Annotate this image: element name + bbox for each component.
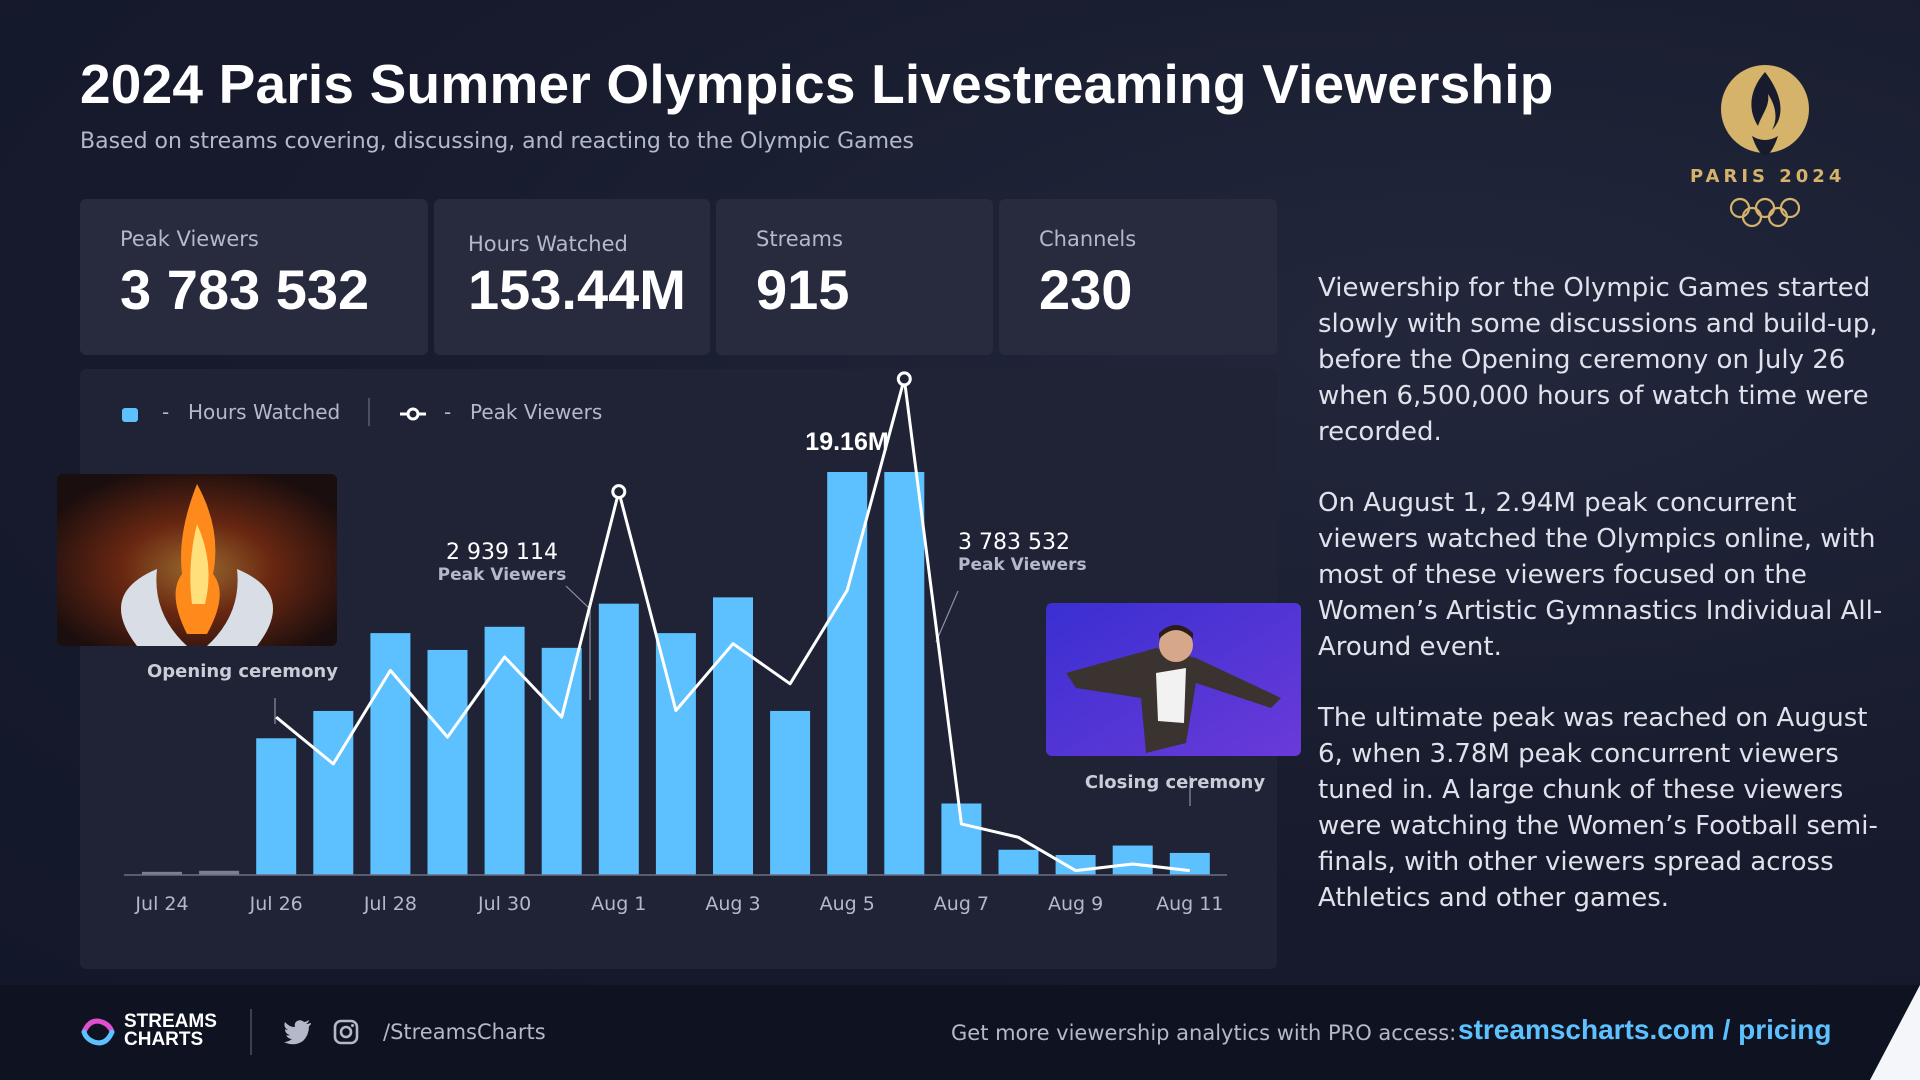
opening-ceremony-photo bbox=[57, 474, 337, 646]
peak-point-aug-6 bbox=[896, 371, 912, 387]
bar-aug-1 bbox=[598, 603, 639, 875]
logo-wordmark: PARIS 2024 bbox=[1690, 166, 1846, 187]
bar-jul-30 bbox=[484, 626, 525, 875]
x-tick-label: Jul 28 bbox=[363, 893, 417, 915]
bar-aug-11 bbox=[1169, 852, 1210, 875]
legend-peak-label: Peak Viewers bbox=[470, 400, 603, 424]
stats-row: Peak Viewers 3 783 532 Hours Watched 153… bbox=[80, 199, 1277, 355]
footer-separator bbox=[250, 1009, 252, 1055]
x-tick-label: Aug 5 bbox=[820, 893, 875, 915]
bar-aug-2 bbox=[655, 633, 696, 875]
stat-channels: Channels 230 bbox=[999, 199, 1277, 355]
x-tick-label: Aug 1 bbox=[591, 893, 646, 915]
bar-aug-4 bbox=[770, 710, 811, 875]
legend-dash: - bbox=[162, 400, 170, 424]
legend-bar-swatch bbox=[122, 408, 138, 422]
social-handle[interactable]: /StreamsCharts bbox=[383, 1020, 546, 1044]
stat-label: Streams bbox=[756, 227, 843, 251]
aug1-annotation: 2 939 114 Peak Viewers bbox=[420, 540, 584, 585]
brand-name[interactable]: STREAMS CHARTS bbox=[124, 1011, 217, 1050]
x-tick-label: Jul 26 bbox=[249, 893, 303, 915]
bar-jul-28 bbox=[370, 633, 411, 875]
footer-cta: Get more viewership analytics with PRO a… bbox=[951, 1021, 1457, 1045]
x-tick-label: Jul 24 bbox=[134, 893, 188, 915]
legend-hours-label: Hours Watched bbox=[188, 400, 341, 424]
chart-svg: Jul 24 Jul 26 Jul 28 Jul 30 Aug 1 Aug 3 Aug 5 A… bbox=[124, 371, 1227, 915]
max-bar-label: 19.16M bbox=[805, 428, 889, 456]
bar-aug-3 bbox=[713, 597, 753, 875]
x-tick-label: Aug 9 bbox=[1048, 893, 1103, 915]
page-title: 2024 Paris Summer Olympics Livestreaming… bbox=[80, 53, 1554, 115]
x-tick-label: Aug 11 bbox=[1156, 893, 1223, 915]
stat-value: 153.44M bbox=[468, 258, 686, 321]
legend-separator bbox=[368, 398, 370, 426]
stat-value: 915 bbox=[756, 258, 850, 321]
aug6-value: 3 783 532 bbox=[958, 530, 1070, 555]
stat-peak-viewers: Peak Viewers 3 783 532 bbox=[80, 199, 428, 355]
aug1-label: Peak Viewers bbox=[437, 565, 567, 585]
legend-dash: - bbox=[444, 400, 452, 424]
x-tick-label: Aug 7 bbox=[934, 893, 989, 915]
bar-jul-25 bbox=[199, 870, 240, 875]
peak-point-aug-1 bbox=[611, 484, 627, 500]
olympic-rings-icon bbox=[1729, 197, 1801, 228]
opening-caption: Opening ceremony bbox=[147, 661, 338, 682]
bar-aug-6 bbox=[884, 472, 925, 875]
stat-value: 230 bbox=[1039, 258, 1133, 321]
aug6-annotation: 3 783 532 Peak Viewers bbox=[958, 530, 1087, 575]
instagram-icon[interactable] bbox=[332, 1019, 360, 1045]
flame-emblem-icon bbox=[1721, 65, 1809, 156]
page-subtitle: Based on streams covering, discussing, a… bbox=[80, 129, 915, 154]
bar-jul-26 bbox=[256, 738, 297, 875]
bar-jul-31 bbox=[541, 647, 582, 875]
bar-jul-27 bbox=[313, 710, 354, 875]
x-tick-label: Jul 30 bbox=[477, 893, 531, 915]
closing-ceremony-photo bbox=[1046, 603, 1301, 756]
closing-caption: Closing ceremony bbox=[1084, 772, 1266, 793]
side-paragraph-3: The ultimate peak was reached on August … bbox=[1318, 703, 1878, 913]
stat-streams: Streams 915 bbox=[716, 199, 993, 355]
bar-aug-10 bbox=[1112, 845, 1153, 875]
streams-charts-logo-icon[interactable] bbox=[80, 1014, 116, 1050]
legend-line-marker-icon bbox=[400, 407, 426, 421]
aug6-leader-line bbox=[935, 590, 959, 643]
aug6-label: Peak Viewers bbox=[958, 555, 1087, 575]
side-paragraph-1: Viewership for the Olympic Games started… bbox=[1318, 273, 1878, 447]
stat-hours-watched: Hours Watched 153.44M bbox=[434, 199, 710, 355]
stat-value: 3 783 532 bbox=[120, 258, 370, 321]
stat-label: Hours Watched bbox=[468, 232, 628, 256]
bar-aug-5 bbox=[827, 472, 868, 875]
bar-jul-24 bbox=[142, 871, 182, 875]
pricing-link[interactable]: streamscharts.com / pricing bbox=[1458, 1014, 1832, 1045]
footer bbox=[0, 985, 1920, 1080]
peak-viewers-line bbox=[275, 377, 1190, 873]
stat-label: Channels bbox=[1039, 227, 1137, 251]
corner-accent bbox=[1870, 985, 1920, 1080]
side-paragraph-2: On August 1, 2.94M peak concurrent viewe… bbox=[1318, 488, 1883, 662]
bar-aug-8 bbox=[998, 849, 1039, 875]
paris-2024-logo: PARIS 2024 bbox=[1690, 64, 1846, 234]
x-tick-label: Aug 3 bbox=[705, 893, 760, 915]
twitter-icon[interactable] bbox=[284, 1019, 312, 1045]
bar-jul-29 bbox=[427, 649, 468, 875]
stat-label: Peak Viewers bbox=[120, 227, 259, 251]
aug1-value: 2 939 114 bbox=[446, 540, 558, 565]
